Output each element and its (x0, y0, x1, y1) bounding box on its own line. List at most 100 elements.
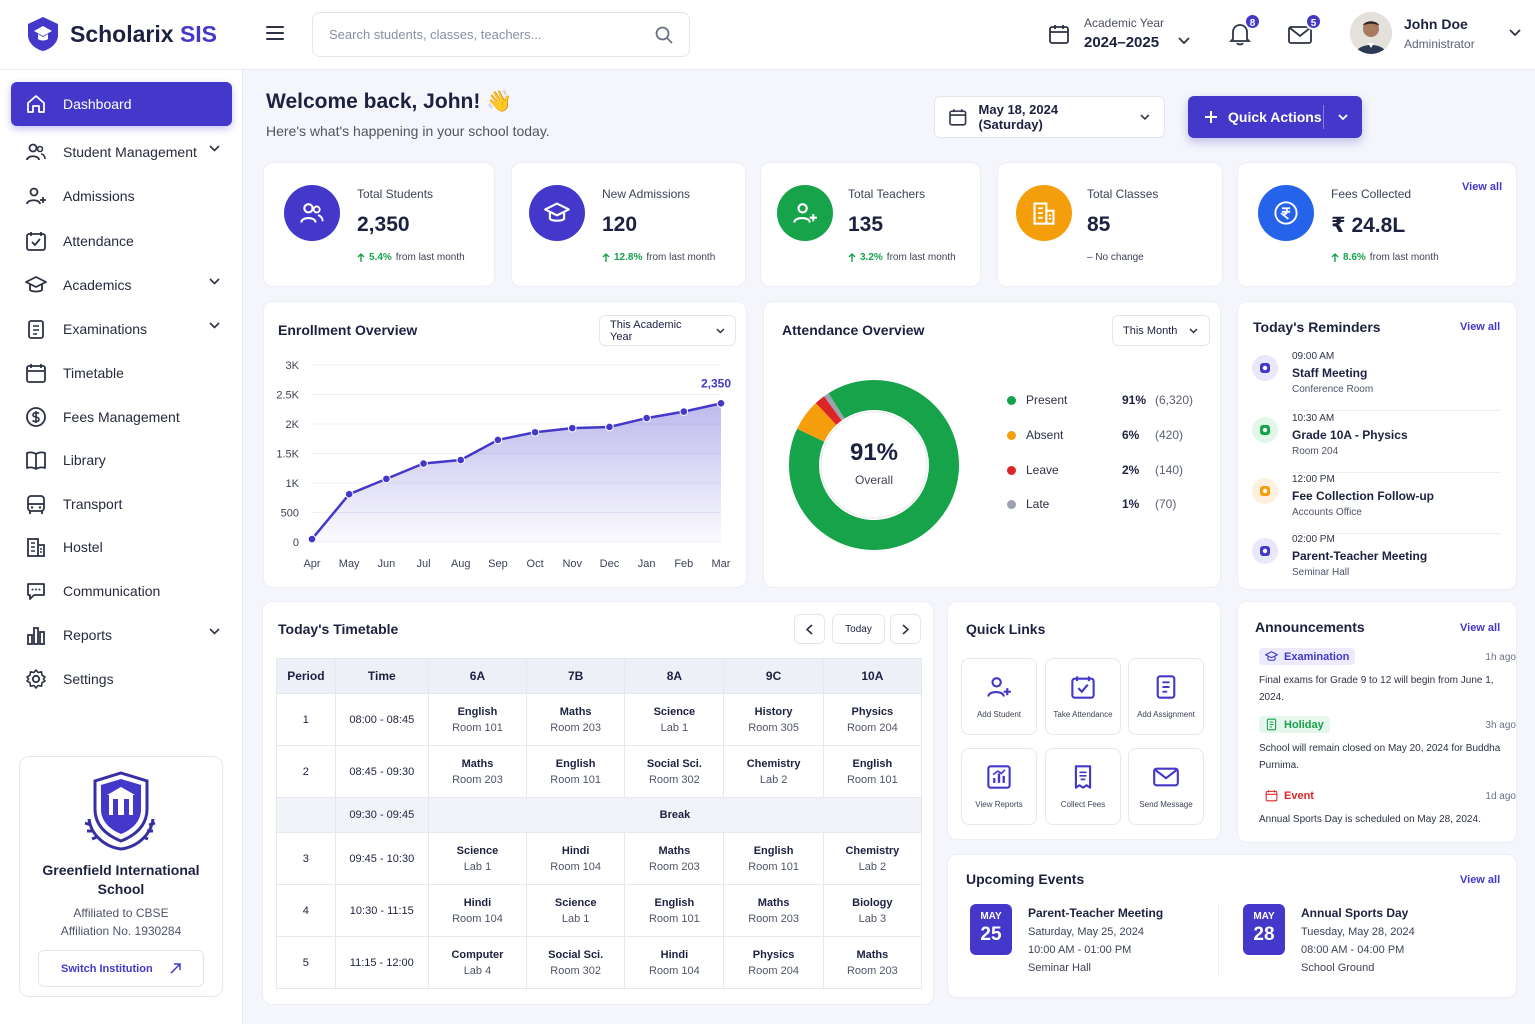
class-cell[interactable]: Maths Room 203 (624, 832, 725, 885)
sidebar-item-student-management[interactable]: Student Management (11, 130, 232, 174)
attendance-period-select[interactable]: This Month (1112, 315, 1210, 346)
sidebar-item-examinations[interactable]: Examinations (11, 307, 232, 351)
timetable-today-button[interactable]: Today (832, 614, 885, 644)
date-selector[interactable]: May 18, 2024 (Saturday) (934, 96, 1165, 138)
user-menu[interactable]: John Doe Administrator (1350, 12, 1521, 54)
sidebar-item-reports[interactable]: Reports (11, 613, 232, 657)
class-cell[interactable]: Maths Room 203 (526, 693, 626, 746)
search-icon[interactable] (655, 26, 673, 44)
sidebar-item-label: Examinations (63, 321, 148, 337)
class-cell[interactable]: Maths Room 203 (822, 936, 923, 989)
announcement-item[interactable]: Examination 1h ago Final exams for Grade 9… (1259, 648, 1516, 706)
class-cell[interactable]: Biology Lab 3 (822, 884, 923, 937)
class-cell[interactable]: Science Lab 1 (526, 884, 626, 937)
reminder-icon (1252, 478, 1278, 504)
y-tick-label: 1.5K (276, 449, 299, 461)
timetable-prev-button[interactable] (794, 614, 825, 644)
stat-card-total-teachers[interactable]: Total Teachers 135 3.2% from last month (760, 162, 981, 287)
stat-value: 85 (1087, 213, 1111, 236)
class-cell[interactable]: Social Sci. Room 302 (624, 745, 725, 798)
reminders-card: Today's Reminders View all 09:00 AM Staff… (1237, 301, 1517, 590)
stat-value: 2,350 (357, 213, 410, 236)
quick-link-take-attendance[interactable]: Take Attendance (1045, 658, 1121, 735)
enrollment-point (307, 534, 317, 544)
quick-link-add-student[interactable]: Add Student (961, 658, 1037, 735)
sidebar-item-academics[interactable]: Academics (11, 263, 232, 307)
bar-chart-icon (27, 627, 45, 645)
class-cell[interactable]: English Room 101 (427, 693, 528, 746)
quick-link-add-assignment[interactable]: Add Assignment (1128, 658, 1204, 735)
enrollment-period-select[interactable]: This Academic Year (599, 315, 736, 346)
reminder-item[interactable]: 09:00 AM Staff Meeting Conference Room (1252, 351, 1500, 411)
class-cell[interactable]: Hindi Room 104 (427, 884, 528, 937)
sidebar-item-admissions[interactable]: Admissions (11, 174, 232, 218)
x-tick-label: Apr (303, 558, 320, 570)
quick-actions-dropdown[interactable] (1324, 114, 1362, 120)
stat-card-total-classes[interactable]: Total Classes 85 – No change (997, 162, 1223, 287)
sidebar-item-hostel[interactable]: Hostel (11, 525, 232, 569)
class-cell[interactable]: Social Sci. Room 302 (526, 936, 626, 989)
class-cell[interactable]: Physics Room 204 (822, 693, 923, 746)
reminder-title: Staff Meeting (1292, 366, 1368, 380)
class-cell[interactable]: Hindi Room 104 (526, 832, 626, 885)
sidebar-item-transport[interactable]: Transport (11, 482, 232, 526)
stat-change: 3.2% from last month (848, 252, 956, 263)
messages-button[interactable]: 5 (1288, 13, 1322, 44)
switch-institution-button[interactable]: Switch Institution (38, 950, 204, 987)
class-cell[interactable]: Science Lab 1 (624, 693, 725, 746)
search-input[interactable] (329, 27, 629, 42)
class-cell[interactable]: Maths Room 203 (723, 884, 824, 937)
events-view-all-link[interactable]: View all (1460, 874, 1501, 886)
timetable-title: Today's Timetable (278, 621, 399, 637)
quick-link-collect-fees[interactable]: Collect Fees (1045, 748, 1121, 825)
sidebar-item-attendance[interactable]: Attendance (11, 219, 232, 263)
stat-card-total-students[interactable]: Total Students 2,350 5.4% from last month (263, 162, 495, 287)
app-logo[interactable]: Scholarix SIS (26, 16, 217, 52)
class-cell[interactable]: English Room 101 (624, 884, 725, 937)
sidebar-item-dashboard[interactable]: Dashboard (11, 82, 232, 126)
class-cell[interactable]: Hindi Room 104 (624, 936, 725, 989)
class-cell[interactable]: Maths Room 203 (427, 745, 528, 798)
chevron-left-icon (806, 623, 813, 635)
reminder-item[interactable]: 12:00 PM Fee Collection Follow-up Accounts… (1252, 474, 1500, 534)
class-cell[interactable]: Science Lab 1 (427, 832, 528, 885)
enrollment-area (312, 403, 721, 542)
announcements-view-all-link[interactable]: View all (1460, 622, 1501, 634)
notifications-button[interactable]: 8 (1229, 13, 1261, 46)
academic-year-selector[interactable]: Academic Year 2024–2025 (1048, 16, 1190, 51)
stat-card-new-admissions[interactable]: New Admissions 120 12.8% from last month (511, 162, 746, 287)
class-cell[interactable]: Computer Lab 4 (427, 936, 528, 989)
quick-actions-button[interactable]: Quick Actions (1188, 96, 1362, 138)
announcement-time: 3h ago (1485, 720, 1516, 731)
class-cell[interactable]: Chemistry Lab 2 (822, 832, 923, 885)
quick-link-view-reports[interactable]: View Reports (961, 748, 1037, 825)
reminder-item[interactable]: 10:30 AM Grade 10A - Physics Room 204 (1252, 413, 1500, 473)
welcome-section: Welcome back, John! 👋 Here's what's happ… (266, 90, 550, 139)
sidebar-item-communication[interactable]: Communication (11, 569, 232, 613)
sidebar-item-timetable[interactable]: Timetable (11, 351, 232, 395)
class-cell[interactable]: English Room 101 (822, 745, 923, 798)
fees-view-all-link[interactable]: View all (1462, 181, 1503, 193)
timetable-header: 9C (723, 658, 824, 694)
sidebar-item-library[interactable]: Library (11, 438, 232, 482)
class-cell[interactable]: Physics Room 204 (723, 936, 824, 989)
sidebar-item-settings[interactable]: Settings (11, 657, 232, 701)
class-cell[interactable]: English Room 101 (723, 832, 824, 885)
quick-link-send-message[interactable]: Send Message (1128, 748, 1204, 825)
reminders-view-all-link[interactable]: View all (1460, 321, 1501, 333)
sidebar-item-label: Academics (63, 277, 132, 293)
stat-card-fees-collected[interactable]: Fees Collected ₹ 24.8L 8.6% from last month… (1237, 162, 1517, 287)
class-cell[interactable]: History Room 305 (723, 693, 824, 746)
reminder-item[interactable]: 02:00 PM Parent-Teacher Meeting Seminar Ha… (1252, 534, 1500, 594)
announcement-item[interactable]: Holiday 3h ago School will remain closed o… (1259, 716, 1516, 774)
sidebar-item-fees-management[interactable]: Fees Management (11, 395, 232, 439)
menu-toggle-icon[interactable] (266, 26, 284, 40)
class-cell[interactable]: Chemistry Lab 2 (723, 745, 824, 798)
timetable-today-label: Today (845, 623, 872, 635)
timetable-next-button[interactable] (890, 614, 921, 644)
class-cell[interactable]: English Room 101 (526, 745, 626, 798)
chevron-down-icon (1189, 327, 1198, 334)
announcement-item[interactable]: Event 1d ago Annual Sports Day is schedule… (1259, 787, 1516, 828)
shield-logo-icon (28, 17, 58, 51)
